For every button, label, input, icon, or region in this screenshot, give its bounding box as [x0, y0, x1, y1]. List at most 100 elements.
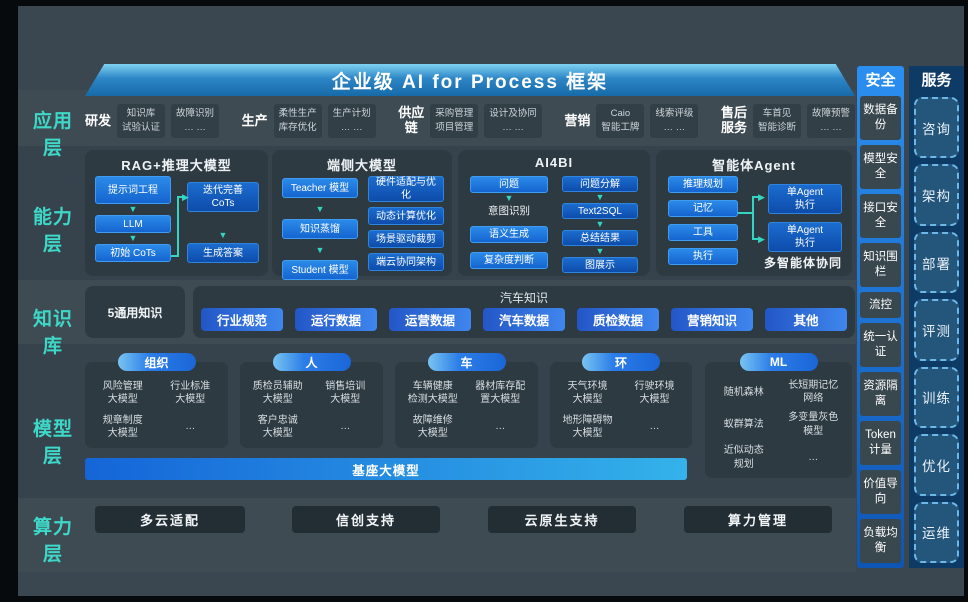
app-item: 车首见 智能诊断	[752, 104, 801, 138]
connector-line	[752, 196, 759, 198]
security-item: 模型安全	[860, 145, 901, 189]
rag-box-title: RAG+推理大模型	[121, 158, 232, 173]
edge-item-hardware: 硬件适配与优化	[368, 176, 444, 202]
model-name: …	[340, 421, 351, 433]
knowledge-tag: 其他	[765, 308, 847, 331]
compute-item-cloudnative: 云原生支持	[488, 506, 636, 533]
app-item: 采购管理 项目管理	[430, 104, 479, 138]
arrow-down-icon	[562, 246, 638, 257]
arrow-right-icon	[758, 192, 765, 202]
ai4bi-step-complexity: 复杂度判断	[470, 252, 548, 269]
agent-item-planning: 推理规划	[668, 176, 738, 193]
security-item: 负载均衡	[860, 519, 901, 563]
layer-label-capability: 能力层	[32, 207, 73, 255]
app-group-label: 供应 链	[398, 105, 425, 135]
security-item: 接口安全	[860, 194, 901, 238]
ai4bi-step-summarize: 总结结果	[562, 230, 638, 246]
knowledge-tag: 行业规范	[201, 308, 283, 331]
ai4bi-step-chart: 图展示	[562, 257, 638, 273]
app-group-rd: 研发 知识库 试验认证 故障识别 … …	[85, 98, 220, 144]
service-item: 优化	[914, 434, 959, 496]
agent-single-exec-2: 单Agent 执行	[768, 222, 842, 252]
model-name: 近似动态 规划	[723, 445, 764, 470]
model-name: 蚁群算法	[723, 419, 764, 431]
security-item: 资源隔离	[860, 372, 901, 416]
model-name: 行业标准 大模型	[170, 380, 211, 406]
edge-step-teacher: Teacher 模型	[282, 178, 358, 198]
app-group-supplychain: 供应 链 采购管理 项目管理 设计及协同 … …	[398, 98, 542, 144]
banner: 企业级 AI for Process 框架	[85, 64, 855, 96]
app-item: Caio 智能工牌	[596, 104, 645, 138]
ai4bi-step-text2sql: Text2SQL	[562, 203, 638, 219]
edge-model-box: 端侧大模型 Teacher 模型 知识蒸馏 Student 模型 硬件适配与优化…	[272, 150, 452, 280]
model-pill-ml: ML	[739, 353, 818, 371]
edge-item-cloud-edge: 端云协同架构	[368, 253, 444, 271]
security-item: 价值导向	[860, 470, 901, 514]
model-name: …	[649, 421, 660, 433]
agent-item-execute: 执行	[668, 248, 738, 265]
agent-box-title: 智能体Agent	[712, 158, 796, 173]
service-item: 运维	[914, 501, 959, 563]
knowledge-tag: 汽车数据	[483, 308, 565, 331]
model-name: 天气环境 大模型	[567, 380, 608, 406]
model-pill-person: 人	[272, 353, 351, 371]
connector-line	[752, 196, 754, 240]
model-name: …	[808, 451, 819, 463]
connector-line	[738, 212, 752, 214]
arrow-down-icon	[562, 219, 638, 230]
security-item: 统一认证	[860, 323, 901, 367]
model-name: 风险管理 大模型	[102, 380, 143, 406]
connector-line	[177, 196, 183, 198]
app-group-label: 售后 服务	[720, 105, 747, 135]
security-column: 安全 数据备份 模型安全 接口安全 知识围栏 流控 统一认证 资源隔离 Toke…	[857, 66, 904, 568]
edge-item-scene-pruning: 场景驱动裁剪	[368, 230, 444, 248]
app-group-aftersales: 售后 服务 车首见 智能诊断 故障预警 … …	[721, 98, 855, 144]
compute-item-xinchuang: 信创支持	[292, 506, 440, 533]
service-item: 训练	[914, 366, 959, 429]
edge-box-title: 端侧大模型	[326, 158, 397, 173]
rag-step-iterate-cots: 迭代完善 CoTs	[187, 182, 259, 212]
model-name: 器材库存配 置大模型	[475, 380, 526, 406]
model-pill-vehicle: 车	[427, 353, 506, 371]
app-group-label: 研发	[85, 112, 112, 128]
app-group-marketing: 营销 Caio 智能工牌 线索评级 … …	[564, 98, 699, 144]
rag-step-prompt: 提示词工程	[95, 176, 171, 204]
rag-step-llm: LLM	[95, 215, 171, 233]
compute-item-management: 算力管理	[684, 506, 832, 533]
model-name: …	[495, 421, 506, 433]
arrow-down-icon	[187, 230, 259, 241]
knowledge-tag: 运行数据	[295, 308, 377, 331]
rag-step-answer: 生成答案	[187, 243, 259, 263]
model-group-vehicle: 车 车辆健康 检测大模型 器材库存配 置大模型 故障维修 大模型 …	[395, 353, 538, 448]
app-group-production: 生产 柔性生产 库存优化 生产计划 … …	[242, 98, 376, 144]
arrow-right-icon	[758, 234, 765, 244]
security-header: 安全	[865, 72, 896, 89]
model-group-org: 组织 风险管理 大模型 行业标准 大模型 规章制度 大模型 …	[85, 353, 228, 448]
model-name: 质检员辅助 大模型	[252, 380, 303, 406]
agent-box: 智能体Agent 推理规划 记忆 工具 执行 单Agent 执行 单Agent …	[656, 150, 852, 276]
service-item: 部署	[914, 231, 959, 294]
agent-item-tools: 工具	[668, 224, 738, 241]
layer-label-model: 模型层	[32, 419, 73, 467]
model-name: 地形障碍物 大模型	[562, 414, 613, 440]
ai4bi-step-question: 问题	[470, 176, 548, 193]
connector-line	[177, 196, 179, 257]
service-header: 服务	[921, 72, 952, 89]
ai4bi-step-decompose: 问题分解	[562, 176, 638, 192]
model-name: 长短期记忆 网络	[788, 379, 839, 405]
app-item: 柔性生产 库存优化	[273, 104, 322, 138]
model-group-environment: 环 天气环境 大模型 行驶环境 大模型 地形障碍物 大模型 …	[550, 353, 692, 448]
model-pill-environment: 环	[582, 353, 660, 371]
layer-label-application: 应用层	[32, 111, 73, 159]
banner-title: 企业级 AI for Process 框架	[331, 71, 609, 93]
rag-step-initial-cots: 初始 CoTs	[95, 244, 171, 262]
edge-item-dynamic-compute: 动态计算优化	[368, 207, 444, 225]
ai4bi-box-title: AI4BI	[534, 155, 574, 170]
model-group-person: 人 质检员辅助 大模型 销售培训 大模型 客户忠诚 大模型 …	[240, 353, 383, 448]
ai4bi-step-semantic: 语义生成	[470, 226, 548, 243]
agent-single-exec-1: 单Agent 执行	[768, 184, 842, 214]
agent-multi-note: 多智能体协同	[764, 256, 843, 270]
model-name: 多变量灰色 模型	[788, 412, 839, 437]
model-name: 随机森林	[723, 386, 764, 398]
